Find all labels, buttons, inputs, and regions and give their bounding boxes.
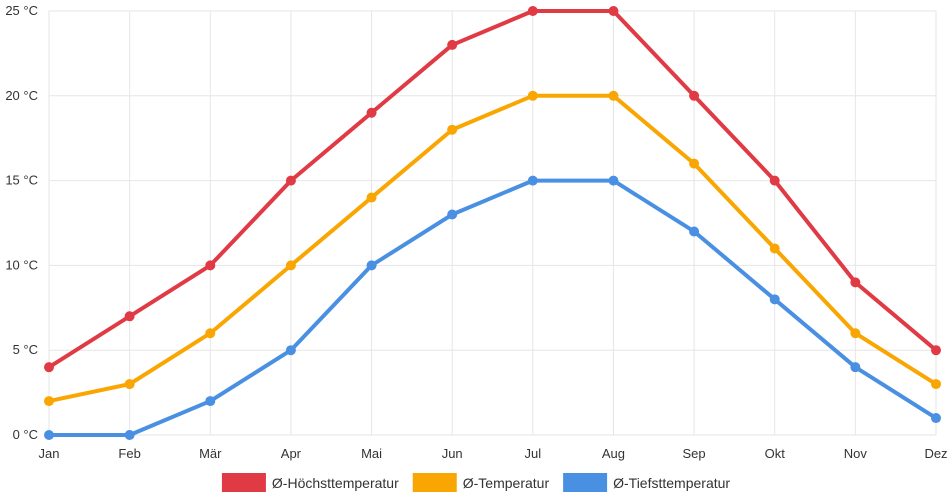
legend-swatch xyxy=(412,473,457,492)
data-point[interactable] xyxy=(44,430,54,440)
data-point[interactable] xyxy=(44,396,54,407)
data-point[interactable] xyxy=(447,124,458,135)
x-tick-label: Sep xyxy=(683,446,706,461)
data-point[interactable] xyxy=(366,107,377,118)
series-path xyxy=(47,93,938,404)
x-tick-label: Aug xyxy=(602,446,625,461)
x-tick-label: Jun xyxy=(442,446,463,461)
series-line-2 xyxy=(44,90,941,407)
x-tick-label: Jul xyxy=(525,446,542,461)
data-point[interactable] xyxy=(205,396,216,407)
x-tick-label: Okt xyxy=(765,446,786,461)
legend-item-3[interactable]: Ø-Tiefsttemperatur xyxy=(563,473,730,492)
legend-label: Ø-Höchsttemperatur xyxy=(272,475,399,491)
y-axis: 0 °C 5 °C 10 °C 15 °C 20 °C 25 °C xyxy=(5,3,38,442)
x-tick-label: Mär xyxy=(199,446,222,461)
y-tick-label: 0 °C xyxy=(13,427,38,442)
data-point[interactable] xyxy=(366,260,377,271)
series-path xyxy=(47,178,938,437)
data-point[interactable] xyxy=(689,158,700,169)
data-point[interactable] xyxy=(689,90,700,101)
y-tick-label: 20 °C xyxy=(5,88,38,103)
legend-item-2[interactable]: Ø-Temperatur xyxy=(412,473,550,492)
data-point[interactable] xyxy=(44,362,54,373)
legend-swatch xyxy=(221,473,266,492)
data-point[interactable] xyxy=(931,345,941,356)
x-tick-label: Mai xyxy=(361,446,382,461)
grid xyxy=(48,10,937,436)
data-point[interactable] xyxy=(285,260,296,271)
data-point[interactable] xyxy=(850,277,861,288)
y-tick-label: 5 °C xyxy=(13,342,38,357)
legend-swatch xyxy=(563,473,608,492)
data-point[interactable] xyxy=(850,328,861,339)
data-point[interactable] xyxy=(931,379,941,390)
data-point[interactable] xyxy=(527,90,538,101)
x-tick-label: Jan xyxy=(39,446,60,461)
series-path xyxy=(47,9,938,370)
data-point[interactable] xyxy=(205,328,216,339)
data-point[interactable] xyxy=(689,226,700,237)
data-point[interactable] xyxy=(447,39,458,50)
data-point[interactable] xyxy=(769,243,780,254)
data-point[interactable] xyxy=(608,175,619,186)
data-point[interactable] xyxy=(931,413,941,424)
y-tick-label: 15 °C xyxy=(5,173,38,188)
data-point[interactable] xyxy=(124,311,135,322)
data-point[interactable] xyxy=(285,345,296,356)
series-line-1 xyxy=(44,6,941,373)
data-point[interactable] xyxy=(769,294,780,305)
series-line-3 xyxy=(44,175,941,440)
data-point[interactable] xyxy=(366,192,377,203)
legend: Ø-Höchsttemperatur Ø-Temperatur Ø-Tiefstte… xyxy=(221,473,730,492)
y-tick-label: 10 °C xyxy=(5,257,38,272)
y-tick-label: 25 °C xyxy=(5,3,38,18)
data-point[interactable] xyxy=(850,362,861,373)
x-axis: Jan Feb Mär Apr Mai Jun Jul Aug Sep Okt Nov Dez xyxy=(39,446,948,461)
legend-label: Ø-Tiefsttemperatur xyxy=(613,475,730,491)
data-point[interactable] xyxy=(608,90,619,101)
data-point[interactable] xyxy=(124,379,135,390)
data-point[interactable] xyxy=(205,260,216,271)
data-point[interactable] xyxy=(124,430,135,440)
legend-label: Ø-Temperatur xyxy=(463,475,550,491)
data-point[interactable] xyxy=(285,175,296,186)
x-tick-label: Dez xyxy=(924,446,947,461)
x-tick-label: Nov xyxy=(844,446,868,461)
x-tick-label: Apr xyxy=(281,446,302,461)
data-point[interactable] xyxy=(608,6,619,16)
data-point[interactable] xyxy=(527,6,538,16)
x-tick-label: Feb xyxy=(118,446,140,461)
series-group xyxy=(44,6,941,440)
data-point[interactable] xyxy=(447,209,458,220)
data-point[interactable] xyxy=(527,175,538,186)
data-point[interactable] xyxy=(769,175,780,186)
legend-item-1[interactable]: Ø-Höchsttemperatur xyxy=(221,473,399,492)
